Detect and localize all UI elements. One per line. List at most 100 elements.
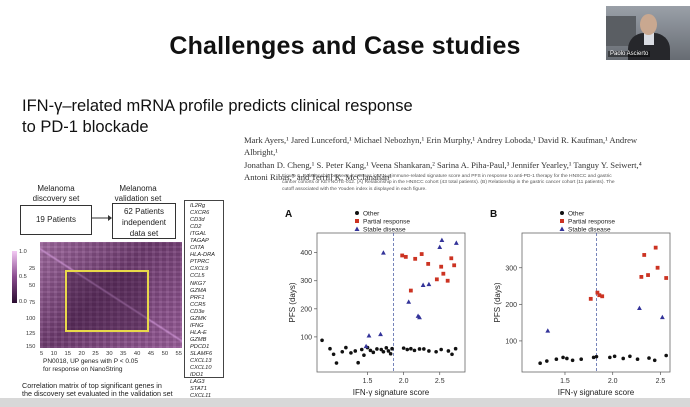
data-point-other [368,348,373,353]
data-point-partial-response [452,263,457,268]
gene-label: IL2Rg [190,203,206,209]
data-point-other [320,338,324,343]
gene-label: NKG7 [190,280,206,287]
data-point-stable-disease [453,240,459,245]
heatmap-x-tick: 10 [50,351,58,357]
legend-label: Partial response [568,219,615,226]
y-tick-label: 100 [505,338,517,345]
heatmap-highlight-box [65,270,149,332]
author-line-2: Jonathan D. Cheng,¹ S. Peter Kang,¹ Veen… [244,159,642,170]
legend-marker [354,226,360,231]
caption-line: for response on NanoString [43,365,123,373]
data-point-partial-response [642,253,647,257]
data-point-partial-response [588,296,593,301]
subtitle-line-1: IFN-γ–related mRNA profile predicts clin… [22,97,413,115]
gene-label: SLAMF6 [190,350,213,357]
author-line-3: Antoni Ribas,⁵ and Terrill K. McClanahan… [244,172,392,183]
y-tick-label: 300 [505,265,517,272]
data-point-stable-disease [381,250,386,255]
data-point-partial-response [434,277,439,282]
y-tick-label: 200 [300,306,312,313]
heatmap-x-tick: 15 [64,351,71,357]
data-point-partial-response [646,273,650,277]
legend-marker [560,219,564,223]
data-point-partial-response [419,252,424,256]
gene-label: TAGAP [190,238,209,245]
data-point-other [381,349,386,354]
data-point-partial-response [664,276,669,280]
gene-label: CXCL11 [190,393,212,400]
caption-line: PN0018, UP genes with P < 0.05 [43,358,138,365]
data-point-other [446,349,451,353]
gene-label: CD2 [190,224,202,231]
x-tick-label: 1.5 [363,378,373,385]
heatmap-y-tick: 75 [29,300,36,306]
gene-label: CXCL9 [190,266,209,273]
y-tick-label: 200 [505,302,517,309]
data-point-other [409,346,413,351]
heatmap-y-tick: 25 [29,266,36,272]
flow-arrow [91,215,112,221]
heatmap-x-tick: 50 [161,351,169,357]
gene-label: CCL5 [190,273,205,280]
gene-label: PRF1 [190,294,205,301]
slide-title: Challenges and Case studies [169,32,521,60]
data-point-partial-response [653,245,658,250]
data-point-other [359,347,364,352]
data-point-other [554,357,559,361]
data-point-other [384,346,389,350]
data-point-partial-response [449,256,454,261]
legend-label: Other [568,211,585,218]
webcam-video-tile[interactable]: Paolo Ascierto [606,6,690,60]
data-point-other [652,358,657,363]
heatmap-x-tick: 55 [175,351,182,357]
data-point-stable-disease [659,314,665,320]
heatmap-x-ticks: 5 10 15 20 25 30 35 40 45 50 55 [40,351,182,357]
heatmap-y-tick: 125 [26,331,36,337]
data-point-other [353,349,358,353]
data-point-partial-response [639,274,644,279]
data-point-stable-disease [439,237,445,243]
data-point-other [621,356,626,361]
data-point-other [356,360,360,365]
data-point-partial-response [439,264,444,269]
figure-caption: Figure 6. Relationship between increases… [282,174,615,192]
caption-line: Correlation matrix of top significant ge… [22,381,162,390]
discovery-set-box: 19 Patients [20,205,92,235]
data-point-partial-response [441,271,446,276]
data-point-stable-disease [366,333,372,338]
speaker-shirt [644,33,654,45]
data-point-other [628,354,632,359]
data-point-partial-response [413,256,418,261]
gene-label: STAT1 [190,386,207,393]
correlation-heatmap [40,242,182,348]
data-point-stable-disease [378,331,383,337]
data-point-other [545,359,549,363]
data-point-partial-response [595,290,600,295]
data-point-other [388,351,393,356]
x-tick-label: 1.5 [560,378,570,385]
data-point-other [417,347,422,351]
data-point-other [401,346,406,350]
legend-label: Partial response [363,219,410,226]
data-point-other [390,346,394,351]
heatmap-x-tick: 5 [40,351,44,357]
plot-frame [316,232,466,373]
data-point-other [570,358,575,363]
data-point-other [344,345,348,350]
gene-label: IDO1 [190,372,204,379]
gene-label: LAG3 [190,379,205,386]
gene-label: ITGAL [190,231,207,238]
panel-label: B [490,209,497,220]
data-point-partial-response [403,254,408,259]
gene-label: GZMA [190,287,207,294]
data-point-partial-response [597,293,602,298]
gene-label: IFNG [190,322,204,329]
author-line-1: Mark Ayers,¹ Jared Lunceford,¹ Michael N… [244,135,638,158]
gene-label: CD3d [190,217,205,224]
data-point-other [334,361,339,365]
y-tick-label: 400 [300,250,312,257]
y-axis-label: PFS (days) [493,282,502,322]
data-point-stable-disease [417,314,422,320]
